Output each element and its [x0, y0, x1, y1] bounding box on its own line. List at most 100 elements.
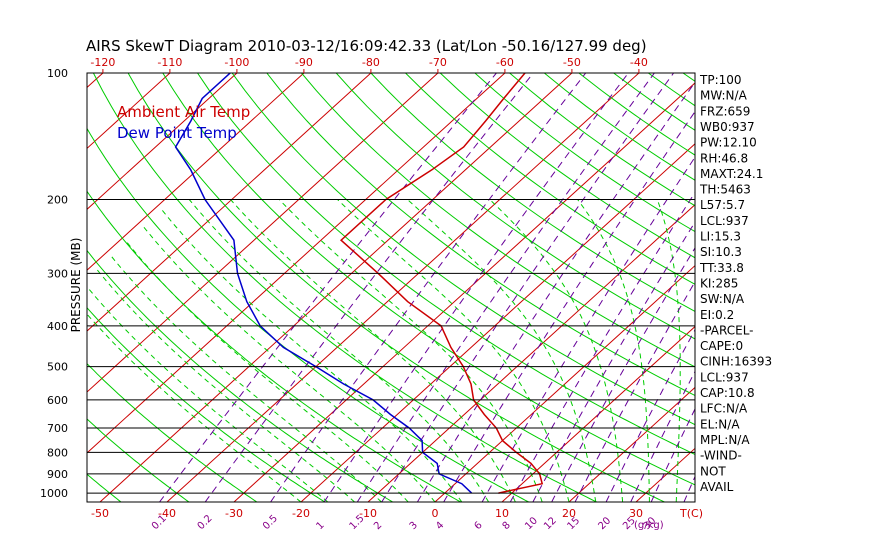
- pressure-tick-label: 100: [47, 67, 68, 80]
- mixing-ratio-label: 1: [314, 520, 326, 532]
- index-value-label: CAP:10.8: [700, 386, 755, 400]
- moist-adiabat-line: [656, 199, 681, 502]
- dry-adiabat-line: [127, 73, 665, 502]
- temperature-unit-label: T(C): [679, 507, 703, 520]
- mixing-ratio-line: [323, 73, 629, 502]
- dewpoint-profile-line: [174, 73, 473, 494]
- dry-adiabat-line: [87, 362, 258, 502]
- mixing-ratio-line: [574, 280, 695, 502]
- dry-adiabat-line: [87, 249, 394, 502]
- moist-adiabat-line: [577, 199, 650, 502]
- index-value-label: -WIND-: [700, 449, 742, 463]
- y-axis-label: PRESSURE (MB): [69, 238, 83, 333]
- pressure-tick-label: 200: [47, 194, 68, 207]
- top-temperature-tick-label: -120: [90, 56, 115, 69]
- top-temperature-tick-label: -80: [362, 56, 380, 69]
- isotherm-line: [0, 73, 36, 502]
- bottom-temperature-tick-label: -40: [158, 507, 176, 520]
- isotherm-line: [99, 73, 573, 502]
- chart-title: AIRS SkewT Diagram 2010-03-12/16:09:42.3…: [86, 37, 647, 55]
- moist-adiabat-line: [109, 253, 382, 502]
- moist-adiabat-line: [188, 199, 490, 502]
- mixing-ratio-line: [509, 191, 695, 502]
- dry-adiabat-line: [87, 127, 529, 502]
- top-temperature-tick-label: -70: [429, 56, 447, 69]
- top-temperature-tick-label: -110: [157, 56, 182, 69]
- index-value-label: CINH:16393: [700, 355, 772, 369]
- mixing-ratio-label: 4: [434, 520, 446, 532]
- dry-adiabat-line: [370, 73, 695, 312]
- index-value-label: WB0:937: [700, 120, 755, 134]
- index-value-label: MW:N/A: [700, 89, 748, 103]
- dry-adiabat-line: [439, 73, 695, 259]
- isotherm-line: [233, 82, 695, 502]
- index-value-label: LFC:N/A: [700, 402, 748, 416]
- index-value-label: SI:10.3: [700, 245, 742, 259]
- moist-adiabat-line: [160, 208, 463, 502]
- mixing-ratio-label: 20: [596, 515, 613, 532]
- isotherm-line: [87, 73, 171, 150]
- index-value-label: PW:12.10: [700, 136, 757, 150]
- isotherm-line: [501, 325, 695, 502]
- moist-adiabat-line: [230, 199, 516, 502]
- index-value-label: SW:N/A: [700, 292, 745, 306]
- top-temperature-tick-label: -40: [630, 56, 648, 69]
- bottom-temperature-tick-label: -10: [359, 507, 377, 520]
- mixing-ratio-line: [381, 73, 675, 502]
- dry-adiabat-line: [474, 73, 695, 233]
- index-value-label: AVAIL: [700, 480, 734, 494]
- bottom-temperature-tick-label: 20: [562, 507, 576, 520]
- legend-entry-ambient: Ambient Air Temp: [117, 103, 250, 121]
- mixing-ratio-line: [416, 81, 695, 502]
- dry-adiabat-line: [509, 73, 695, 207]
- dry-adiabat-line: [162, 73, 695, 486]
- mixing-ratio-unit-label: (g/kg): [634, 520, 664, 531]
- top-temperature-tick-label: -90: [295, 56, 313, 69]
- index-value-label: TP:100: [699, 73, 742, 87]
- moist-adiabat-line: [87, 285, 329, 502]
- index-value-label: -PARCEL-: [700, 323, 754, 337]
- isotherm-line: [568, 386, 695, 502]
- index-value-label: LCL:937: [700, 214, 749, 228]
- mixing-ratio-label: 10: [523, 515, 540, 532]
- index-value-label: LI:15.3: [700, 230, 741, 244]
- bottom-temperature-tick-label: 30: [629, 507, 643, 520]
- dry-adiabat-line: [301, 73, 695, 368]
- isotherm-line: [87, 73, 506, 454]
- mixing-ratio-label: 8: [501, 520, 513, 532]
- index-value-label: KI:285: [700, 277, 738, 291]
- dry-adiabat-line: [87, 306, 326, 502]
- isotherm-line: [87, 73, 238, 210]
- moist-adiabat-line: [141, 224, 436, 502]
- moist-adiabat-line: [407, 199, 597, 502]
- pressure-tick-label: 500: [47, 361, 68, 374]
- mixing-ratio-line: [159, 73, 497, 502]
- dry-adiabat-line: [335, 73, 695, 340]
- mixing-ratio-line: [532, 221, 695, 502]
- isotherm-line: [87, 73, 439, 393]
- mixing-ratio-label: 6: [472, 520, 484, 532]
- moist-adiabat-line: [94, 266, 355, 502]
- moist-adiabat-line: [337, 199, 570, 502]
- isotherm-line: [87, 73, 372, 332]
- top-temperature-tick-label: -60: [496, 56, 514, 69]
- dry-adiabat-line: [787, 73, 870, 502]
- moist-adiabat-line: [278, 199, 543, 502]
- mixing-ratio-label: 2: [372, 520, 384, 532]
- dry-adiabat-line: [197, 73, 695, 456]
- index-value-label: MPL:N/A: [700, 433, 750, 447]
- pressure-tick-label: 300: [47, 267, 68, 280]
- temperature-profile-line: [339, 73, 544, 494]
- mixing-ratio-line: [270, 73, 587, 502]
- top-temperature-tick-label: -100: [224, 56, 249, 69]
- bottom-temperature-tick-label: -30: [225, 507, 243, 520]
- dry-adiabat-line: [87, 473, 122, 502]
- pressure-tick-label: 600: [47, 394, 68, 407]
- dry-adiabat-line: [405, 73, 695, 285]
- index-value-label: LCL:937: [700, 370, 749, 384]
- index-value-label: RH:46.8: [700, 151, 748, 165]
- index-value-label: MAXT:24.1: [700, 167, 763, 181]
- plot-frame: [86, 72, 696, 503]
- dry-adiabat-line: [231, 73, 695, 426]
- index-value-label: NOT: [700, 464, 726, 478]
